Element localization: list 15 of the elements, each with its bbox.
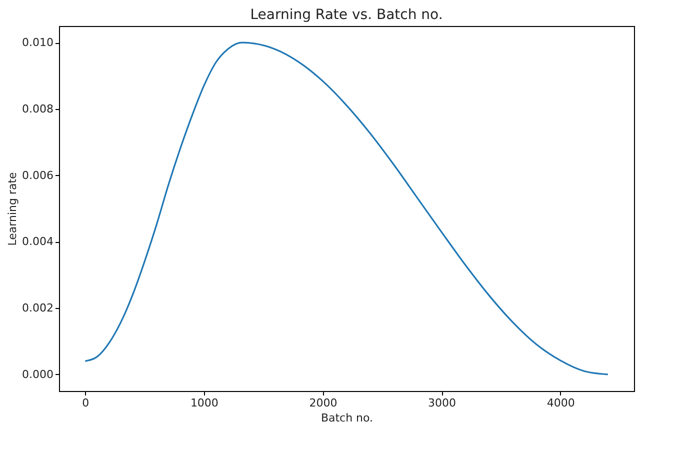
x-tick-label: 0 [82,396,90,410]
x-tick-label: 1000 [190,396,218,410]
y-tick-label: 0.000 [22,368,54,381]
x-tick-label: 3000 [428,396,456,410]
y-tick-label: 0.004 [22,235,54,248]
y-tick-label: 0.010 [22,36,54,50]
y-tick-label: 0.002 [22,302,54,315]
x-tick-label: 4000 [546,396,575,410]
x-tick-label: 2000 [309,396,338,410]
y-tick-label: 0.006 [22,168,54,182]
chart-title: Learning Rate vs. Batch no. [250,7,443,23]
line-series [84,42,609,376]
x-axis-title: Batch no. [320,412,374,424]
y-axis-title: Learning rate [6,172,20,246]
y-tick-label: 0.008 [22,102,54,116]
